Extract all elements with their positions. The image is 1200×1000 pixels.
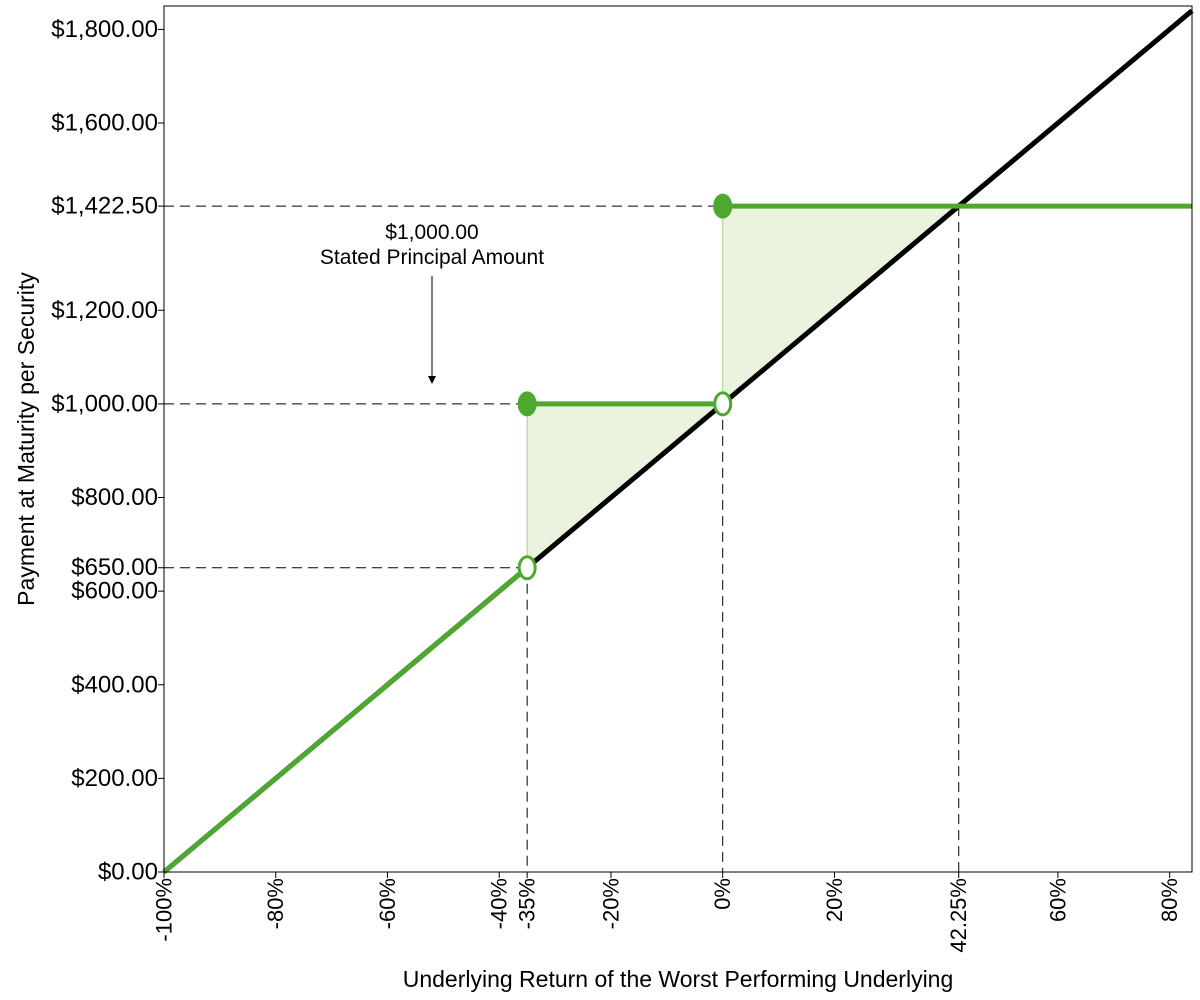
y-tick-label-8: $1,422.50 xyxy=(51,193,158,220)
annotation-amount: $1,000.00 xyxy=(385,221,478,244)
x-tick-label-7: 20% xyxy=(822,878,847,922)
x-tick-label-8: 42.25% xyxy=(946,878,971,953)
series-markers xyxy=(517,193,733,581)
y-tick-label-1: $200.00 xyxy=(71,765,158,792)
x-tick-label-9: 60% xyxy=(1045,878,1070,922)
x-tick-label-6: 0% xyxy=(710,878,735,910)
x-tick-label-2: -60% xyxy=(375,878,400,929)
filled-marker-0 xyxy=(517,391,537,417)
open-marker-2 xyxy=(713,391,733,417)
filled-marker-3 xyxy=(713,193,733,219)
x-axis-ticks: -100% -80% -60% -40% -35% -20% 0% 20% 42.25% 60% 8… xyxy=(152,872,1182,953)
x-tick-label-10: 80% xyxy=(1157,878,1182,922)
y-tick-label-5: $800.00 xyxy=(71,484,158,511)
y-tick-label-10: $1,800.00 xyxy=(51,16,158,43)
payment-line-segment-0 xyxy=(162,565,529,874)
y-tick-label-2: $400.00 xyxy=(71,671,158,698)
reference-lines xyxy=(164,205,960,872)
y-tick-label-3: $600.00 xyxy=(71,578,158,605)
x-tick-label-3: -40% xyxy=(487,878,512,929)
x-axis-title: Underlying Return of the Worst Performin… xyxy=(403,966,954,992)
y-tick-label-9: $1,600.00 xyxy=(51,110,158,137)
series-lines xyxy=(162,8,1194,874)
annotation-label: Stated Principal Amount xyxy=(320,246,544,269)
x-tick-label-5: -20% xyxy=(598,878,623,929)
y-tick-label-6: $1,000.00 xyxy=(51,390,158,417)
x-tick-label-0: -100% xyxy=(152,878,177,942)
y-axis-title: Payment at Maturity per Security xyxy=(13,272,39,606)
x-tick-label-4: -35% xyxy=(515,878,540,929)
y-tick-label-7: $1,200.00 xyxy=(51,297,158,324)
y-axis-ticks: $0.00 $200.00 $400.00 $600.00$650.00 $800.00… xyxy=(51,16,164,886)
open-marker-1 xyxy=(517,555,537,581)
plot-area-frame xyxy=(163,5,1193,873)
x-tick-label-1: -80% xyxy=(263,878,288,929)
y-tick-label-0: $0.00 xyxy=(98,859,158,886)
y-tick-label-4: $650.00 xyxy=(71,554,158,581)
